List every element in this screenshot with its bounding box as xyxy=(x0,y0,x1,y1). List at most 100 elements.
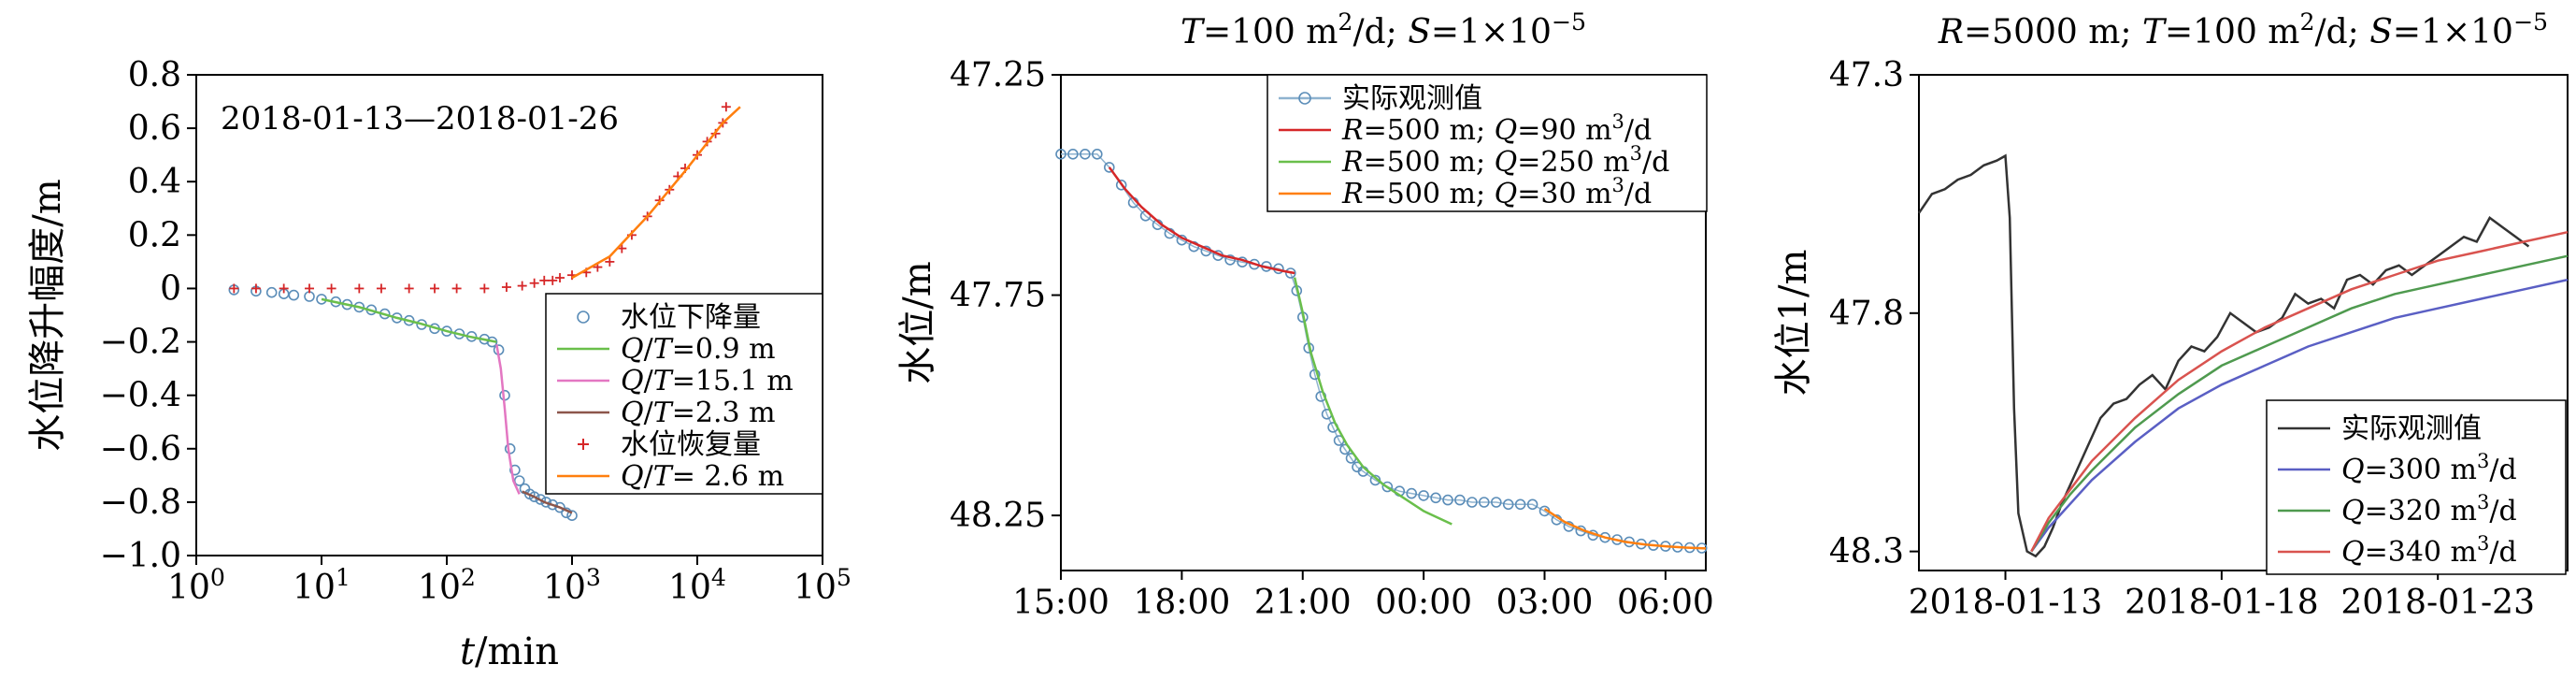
p1-xtick-label-3: 103 xyxy=(543,564,601,608)
p2-point-0-41 xyxy=(1479,497,1490,508)
p2-point-0-35 xyxy=(1406,487,1417,499)
p2-legend-label-1: R=500 m; Q=90 m3/d xyxy=(1341,110,1652,147)
p1-series-line-1 xyxy=(321,297,497,343)
panel-3-frame xyxy=(1918,74,2569,571)
p1-ytick-label-2: 0.4 xyxy=(128,163,181,201)
p2-legend-box xyxy=(1267,74,1708,212)
panel-1-x-label: t/min xyxy=(460,630,559,673)
p2-point-0-14 xyxy=(1224,254,1236,266)
p3-ytick-label-2: 48.3 xyxy=(1829,533,1904,571)
p2-point-0-1 xyxy=(1067,149,1079,160)
p2-point-0-23 xyxy=(1309,368,1321,381)
p3-legend-label-2: Q=320 m3/d xyxy=(2341,491,2517,527)
p2-series-line-1 xyxy=(1108,166,1295,275)
p1-ytick-label-1: 0.6 xyxy=(128,109,181,148)
p1-plus-1 xyxy=(250,283,261,294)
p2-point-0-2 xyxy=(1080,149,1091,160)
p2-legend-marker-0 xyxy=(1298,92,1311,105)
p2-point-0-5 xyxy=(1115,180,1127,191)
panel-1: 2018-01-13—2018-01-26 100 101 102 103 104 105… xyxy=(26,56,852,673)
p1-ytick-label-3: 0.2 xyxy=(128,216,181,254)
p1-legend-swatch-4 xyxy=(578,439,589,450)
p1-point-0-34 xyxy=(566,510,578,522)
p1-plus-9 xyxy=(451,283,462,294)
p1-point-0-31 xyxy=(547,498,559,511)
p2-point-0-3 xyxy=(1092,149,1103,160)
p3-series-line-3 xyxy=(2030,230,2569,553)
panel-3-y-label: 水位1/m xyxy=(1772,250,1815,397)
p1-legend-swatch-0 xyxy=(577,311,590,324)
p1-point-0-28 xyxy=(528,491,540,503)
panel-2-title: T=100 m2/d; S=1×10−5 xyxy=(1181,8,1586,52)
p2-legend-label-3: R=500 m; Q=30 m3/d xyxy=(1341,174,1652,210)
p2-xtick-label-5: 06:00 xyxy=(1617,584,1714,622)
panel-3-x-ticks: 2018-01-13 2018-01-18 2018-01-23 xyxy=(1909,571,2535,622)
p1-plus-13 xyxy=(529,278,539,288)
p1-point-0-4 xyxy=(288,289,300,301)
p1-plus-3 xyxy=(305,283,315,294)
p1-ytick-label-9: −1.0 xyxy=(100,537,181,575)
panel-3-series xyxy=(1917,153,2569,558)
p1-xtick-label-5: 105 xyxy=(794,564,852,608)
panel-3-y-ticks: 47.3 47.8 48.3 xyxy=(1829,56,1919,571)
p1-plus-11 xyxy=(501,282,511,293)
p1-legend-label-4: 水位恢复量 xyxy=(621,428,761,461)
p1-legend-label-1: Q/T=0.9 m xyxy=(621,333,776,366)
p3-ytick-label-1: 47.8 xyxy=(1829,295,1904,333)
p1-point-0-30 xyxy=(540,497,552,508)
panel-2: T=100 m2/d; S=1×10−5 15:00 18:00 21:00 00:0… xyxy=(896,8,1714,623)
p2-point-0-36 xyxy=(1418,490,1429,501)
p2-observed-line xyxy=(1061,153,1702,549)
p2-legend-label-2: R=500 m; Q=250 m3/d xyxy=(1341,142,1669,179)
p1-plus-32 xyxy=(721,102,731,112)
p1-point-0-2 xyxy=(265,286,278,298)
p1-plus-10 xyxy=(479,283,490,294)
p1-plus-7 xyxy=(404,283,414,294)
p3-xtick-label-2: 2018-01-23 xyxy=(2340,584,2535,622)
p2-point-0-0 xyxy=(1055,149,1066,160)
p3-legend-label-1: Q=300 m3/d xyxy=(2341,450,2517,486)
p2-point-0-40 xyxy=(1467,497,1478,508)
p1-xtick-label-2: 102 xyxy=(418,564,476,608)
p1-ytick-label-8: −0.8 xyxy=(100,484,181,522)
p2-point-0-42 xyxy=(1491,497,1502,508)
p1-legend-label-3: Q/T=2.3 m xyxy=(621,397,776,429)
panel-1-annotation: 2018-01-13—2018-01-26 xyxy=(221,100,619,137)
p1-ytick-label-6: −0.4 xyxy=(100,377,181,415)
p1-plus-5 xyxy=(354,283,365,294)
p2-point-0-45 xyxy=(1526,498,1538,511)
p1-series-line-5 xyxy=(571,106,741,280)
p1-legend-label-2: Q/T=15.1 m xyxy=(621,365,794,397)
p1-point-0-20 xyxy=(486,336,498,348)
p1-plus-6 xyxy=(376,283,386,294)
p1-series-line-2 xyxy=(495,344,521,495)
p1-point-0-29 xyxy=(535,494,547,505)
p1-point-0-32 xyxy=(554,501,565,513)
panel-1-y-ticks: 0.8 0.6 0.4 0.2 0 −0.2 −0.4 −0.6 −0.8 −1.0 xyxy=(100,56,196,575)
panel-2-title-text: T=100 m2/d; S=1×10−5 xyxy=(1181,8,1586,52)
panel-3-legend: 实际观测值 Q=300 m3/d Q=320 m3/d Q=340 m3/d xyxy=(2266,399,2567,575)
p1-plus-20 xyxy=(605,256,615,267)
p2-ytick-label-1: 47.75 xyxy=(950,277,1046,315)
panel-1-series xyxy=(228,102,741,522)
p1-plus-16 xyxy=(555,273,565,283)
p2-point-0-19 xyxy=(1285,267,1296,279)
p1-legend-label-0: 水位下降量 xyxy=(621,301,761,334)
p1-legend-box xyxy=(545,293,823,495)
panel-2-series xyxy=(1055,149,1708,554)
p1-ytick-label-0: 0.8 xyxy=(128,56,181,94)
p2-point-0-39 xyxy=(1454,494,1466,506)
p3-xtick-label-1: 2018-01-18 xyxy=(2125,584,2319,622)
p1-point-0-5 xyxy=(304,291,315,302)
p2-series-line-2 xyxy=(1293,277,1453,526)
p3-series-line-0 xyxy=(1917,153,2530,558)
p2-point-0-38 xyxy=(1442,494,1453,506)
p1-plus-4 xyxy=(326,283,336,294)
panel-2-y-label: 水位/m xyxy=(896,261,939,383)
p2-ytick-label-0: 47.25 xyxy=(950,56,1046,94)
p1-ytick-label-4: 0 xyxy=(160,269,181,308)
p1-plus-8 xyxy=(430,283,440,294)
